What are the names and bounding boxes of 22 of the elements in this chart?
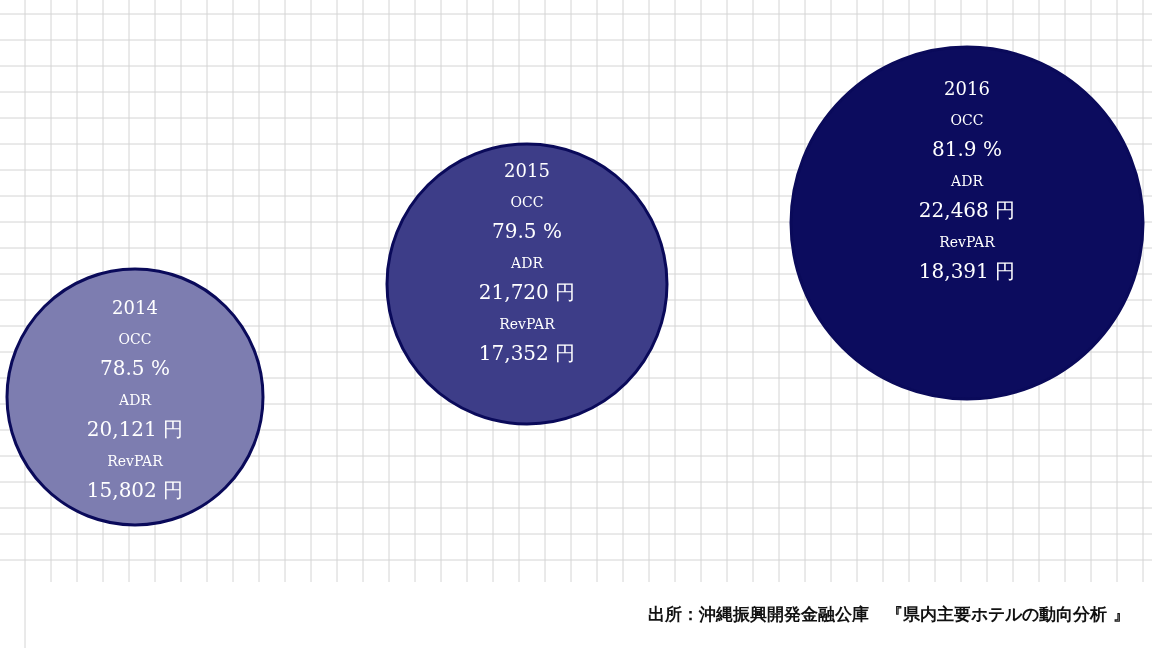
text: ADR [119, 392, 151, 408]
data-label: 15,802 円 [86, 477, 184, 502]
series-label: OCC [510, 194, 544, 210]
data-label: 78.5 % [100, 355, 170, 380]
category-label: 2015 [504, 159, 550, 181]
text: OCC [118, 331, 152, 347]
text: ADR [511, 255, 543, 271]
category-label: 2016 [944, 77, 990, 99]
text: OCC [950, 112, 984, 128]
data-label: 18,391 円 [918, 258, 1016, 283]
data-label: 81.9 % [932, 136, 1002, 161]
category-label: 2014 [112, 296, 158, 318]
text: ADR [951, 173, 983, 189]
text: 出所：沖縄振興開発金融公庫 『県内主要ホテルの動向分析 』 [648, 604, 1130, 624]
text: RevPAR [499, 316, 555, 332]
data-label: 79.5 % [492, 218, 562, 243]
data-label: 21,720 円 [478, 279, 576, 304]
text: RevPAR [939, 234, 995, 250]
data-label: 22,468 円 [918, 197, 1016, 222]
data-label: 17,352 円 [478, 340, 576, 365]
text: RevPAR [107, 453, 163, 469]
data-label: 20,121 円 [86, 416, 184, 441]
